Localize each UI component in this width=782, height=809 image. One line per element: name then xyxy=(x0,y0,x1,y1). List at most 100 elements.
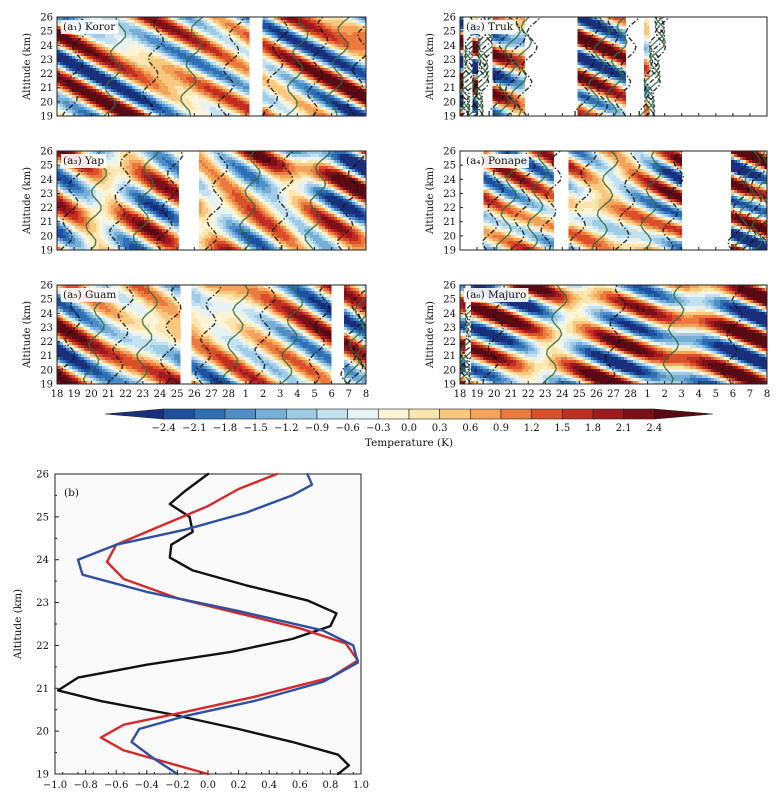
panel-a2-ytick-label: 20 xyxy=(443,97,456,108)
colorbar-swatch xyxy=(224,408,256,420)
panel-a5-ytick-label: 20 xyxy=(40,365,53,376)
colorbar-tick-label: 2.1 xyxy=(616,423,632,434)
colorbar-swatch xyxy=(531,408,563,420)
panel-a6-ytick-label: 22 xyxy=(443,337,456,348)
panel-a1-ytick-label: 19 xyxy=(40,112,53,123)
panel-a5-xtick-label: 22 xyxy=(119,389,132,400)
panel-a6-xtick-label: 5 xyxy=(713,389,719,400)
panel-a2-ytick-label: 26 xyxy=(443,13,456,24)
panel-a6-xtick-label: 25 xyxy=(573,389,586,400)
panel-a6-xtick-label: 19 xyxy=(471,389,484,400)
panel-a6-xtick-label: 6 xyxy=(730,389,736,400)
panel-a4-ylabel: Altitude (km) xyxy=(425,167,436,235)
panel-a4-ytick-label: 20 xyxy=(443,231,456,242)
panel-a1-ytick-label: 25 xyxy=(40,27,53,38)
panel-a1-ytick-label: 26 xyxy=(40,13,53,24)
panel-a4-ytick-label: 22 xyxy=(443,203,456,214)
panel-a5-xtick-label: 7 xyxy=(346,389,352,400)
panel-a2-ytick-label: 21 xyxy=(443,83,456,94)
panel-b-xtick-label: 0.2 xyxy=(231,780,247,791)
colorbar-swatch xyxy=(470,408,502,420)
colorbar-swatch xyxy=(255,408,287,420)
colorbar-tick-label: −0.3 xyxy=(366,423,390,434)
panel-a5-xtick-label: 6 xyxy=(328,389,334,400)
panel-a3-ytick-label: 25 xyxy=(40,161,53,172)
panel-b-xtick-label: 1.0 xyxy=(353,780,369,791)
panel-a5-heatmap xyxy=(57,285,366,384)
panel-a5-ytick-label: 21 xyxy=(40,351,53,362)
panel-a3-ylabel: Altitude (km) xyxy=(22,167,33,235)
panel-a6-label: (a₆) Majuro xyxy=(466,289,526,301)
panel-a4-label: (a₄) Ponape xyxy=(466,155,527,167)
series-line-red xyxy=(99,472,360,776)
panel-a5-xtick-label: 8 xyxy=(363,389,369,400)
colorbar-swatch xyxy=(104,408,164,420)
panel-a6-xtick-label: 2 xyxy=(661,389,667,400)
colorbar-label: Temperature (K) xyxy=(365,437,453,449)
panel-a3: 19 20 21 22 23 24 25 26 Altitude (km) (a₃) Yap xyxy=(22,147,367,257)
colorbar-tick-label: 0.9 xyxy=(493,423,509,434)
panel-a2-ytick-label: 22 xyxy=(443,69,456,80)
colorbar-swatch xyxy=(408,408,440,420)
panel-a5-xtick-label: 18 xyxy=(51,389,64,400)
panel-b-frame xyxy=(54,473,362,775)
panel-a2-ylabel: Altitude (km) xyxy=(425,33,436,101)
colorbar-tick-label: 2.4 xyxy=(646,423,662,434)
panel-a2-ytick-label: 19 xyxy=(443,112,456,123)
panel-a6-ylabel: Altitude (km) xyxy=(425,301,436,369)
colorbar-swatch xyxy=(592,408,624,420)
panel-a2-heatmap xyxy=(460,17,670,116)
panel-a3-ytick-label: 23 xyxy=(40,189,53,200)
panel-a4-ytick-label: 26 xyxy=(443,147,456,158)
panel-a6-ytick-label: 24 xyxy=(443,309,456,320)
panel-b-xtick-label: 0.0 xyxy=(200,780,216,791)
panel-a6-ytick-label: 19 xyxy=(443,380,456,391)
panel-b-ytick-label: 24 xyxy=(36,555,49,566)
panel-a2-ytick-label: 23 xyxy=(443,55,456,66)
panel-a5-ytick-label: 25 xyxy=(40,295,53,306)
panel-a5-label: (a₅) Guam xyxy=(63,289,116,301)
colorbar-swatch xyxy=(623,408,655,420)
colorbar-tick-label: −0.6 xyxy=(336,423,360,434)
colorbar-swatch xyxy=(378,408,410,420)
colorbar-tick-label: −2.1 xyxy=(182,423,206,434)
colorbar-tick-label: −0.9 xyxy=(305,423,329,434)
panel-b: −1.0 −0.8 −0.6 −0.4 −0.2 0.0 0.2 0.4 0.6 0.8 1.0 19… xyxy=(12,470,369,792)
panel-a5-xtick-label: 23 xyxy=(136,389,149,400)
panel-b-xtick-label: −0.2 xyxy=(165,780,189,791)
colorbar-tick-label: 1.8 xyxy=(585,423,601,434)
colorbar-tick-label: 0.6 xyxy=(462,423,478,434)
colorbar-swatch xyxy=(654,408,714,420)
panel-a5-xtick-label: 3 xyxy=(277,389,283,400)
panel-a1-ytick-label: 24 xyxy=(40,41,53,52)
panel-b-ylabel: Altitude (km) xyxy=(12,589,24,660)
panel-a6-heatmap xyxy=(460,285,767,384)
colorbar-tick-label: −1.5 xyxy=(244,423,268,434)
panel-a5-xtick-label: 4 xyxy=(294,389,300,400)
panel-a5-xtick-label: 25 xyxy=(171,389,184,400)
panel-a3-ytick-label: 26 xyxy=(40,147,53,158)
colorbar-tick-label: 1.5 xyxy=(554,423,570,434)
panel-b-ytick-label: 25 xyxy=(36,512,49,523)
panel-a2-label: (a₂) Truk xyxy=(466,21,514,33)
panel-a5-ytick-label: 19 xyxy=(40,380,53,391)
colorbar-tick-label: −1.2 xyxy=(274,423,298,434)
panel-a3-label: (a₃) Yap xyxy=(63,155,104,167)
panel-b-ytick-label: 22 xyxy=(36,641,49,652)
panel-a1-ytick-label: 22 xyxy=(40,69,53,80)
panel-b-label: (b) xyxy=(64,487,79,499)
panel-a6-xtick-label: 3 xyxy=(679,389,685,400)
panel-a5-xtick-label: 2 xyxy=(260,389,266,400)
panel-a5-xtick-label: 28 xyxy=(222,389,235,400)
panel-a1: 19 20 21 22 23 24 25 26 Altitude (km) (a₁) Koror xyxy=(22,13,367,123)
panel-a6-xtick-label: 26 xyxy=(590,389,603,400)
colorbar-swatch xyxy=(439,408,471,420)
panel-b-xtick-label: −0.4 xyxy=(135,780,159,791)
panel-a4-ytick-label: 24 xyxy=(443,175,456,186)
colorbar-swatch xyxy=(500,408,532,420)
panel-b-xtick-label: −0.6 xyxy=(104,780,128,791)
panel-b-ytick-label: 21 xyxy=(36,684,49,695)
panel-a1-ytick-label: 23 xyxy=(40,55,53,66)
